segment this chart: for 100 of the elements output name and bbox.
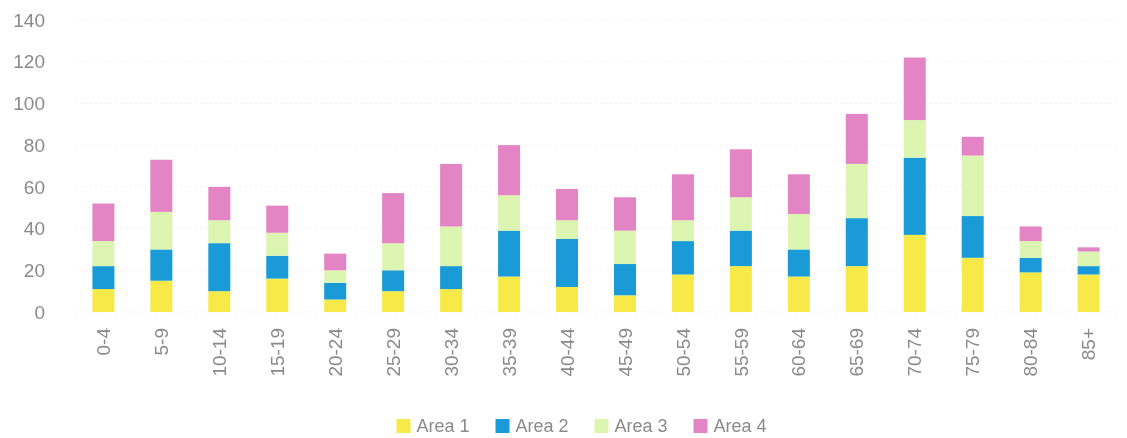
bar [498, 145, 521, 196]
bar [903, 234, 926, 312]
bar [208, 243, 231, 292]
bar [961, 216, 984, 258]
bar [208, 186, 231, 221]
bar [729, 197, 752, 231]
bar [556, 286, 579, 312]
y-tick-label: 0 [34, 301, 45, 323]
bar [556, 239, 579, 287]
bar [845, 163, 868, 219]
bar [382, 270, 405, 292]
x-tick-label: 70-74 [904, 327, 926, 377]
bar [961, 257, 984, 312]
bar [613, 295, 636, 312]
bar [382, 193, 405, 244]
y-tick-label: 80 [23, 134, 45, 156]
bar [671, 220, 694, 242]
bar [266, 232, 289, 256]
bar [498, 195, 521, 231]
x-tick-label: 50-54 [672, 327, 694, 377]
bar [498, 276, 521, 312]
bar [613, 264, 636, 296]
bar [845, 266, 868, 312]
bar [613, 197, 636, 231]
bar [324, 282, 347, 300]
bar [324, 299, 347, 312]
bar [382, 291, 405, 312]
x-tick-label: 25-29 [382, 328, 404, 377]
bar [787, 174, 810, 214]
bar [208, 220, 231, 244]
bar [903, 120, 926, 158]
bar [1019, 226, 1042, 242]
x-tick-label: 60-64 [788, 327, 810, 377]
bar [92, 289, 115, 312]
x-tick-label: 0-4 [93, 327, 115, 356]
bar [1019, 257, 1042, 273]
y-tick-label: 140 [13, 9, 45, 31]
y-tick-label: 20 [23, 259, 45, 281]
bar [382, 243, 405, 271]
bar [903, 157, 926, 235]
x-tick-label: 65-69 [846, 328, 868, 377]
bar [266, 278, 289, 312]
bar [150, 280, 173, 312]
bar [671, 174, 694, 221]
x-tick-label: 35-39 [498, 328, 520, 377]
x-tick-label: 15-19 [266, 328, 288, 377]
x-tick-label: 20-24 [324, 327, 346, 377]
y-tick-label: 100 [13, 93, 45, 115]
bar [150, 249, 173, 281]
y-tick-label: 40 [23, 218, 45, 240]
legend-label: Area 2 [515, 416, 569, 437]
x-tick-label: 40-44 [556, 327, 578, 377]
bar [440, 226, 463, 267]
bar [324, 270, 347, 283]
bar [671, 241, 694, 275]
bar [787, 213, 810, 250]
bar [440, 289, 463, 312]
bar [961, 155, 984, 217]
bar [1077, 247, 1100, 252]
x-tick-label: 80-84 [1020, 327, 1042, 377]
legend-label: Area 3 [614, 416, 668, 437]
bar [729, 230, 752, 267]
bar [440, 266, 463, 290]
bar [208, 291, 231, 312]
y-tick-label: 120 [13, 51, 45, 73]
y-tick-label: 60 [23, 176, 45, 198]
bar [92, 203, 115, 242]
legend-label: Area 1 [416, 416, 470, 437]
legend-label: Area 4 [713, 416, 767, 437]
bar [613, 230, 636, 265]
bar [92, 266, 115, 290]
bar [324, 253, 347, 271]
x-tick-label: 55-59 [730, 328, 752, 377]
bar [1077, 266, 1100, 275]
bar [787, 249, 810, 277]
bar [961, 136, 984, 156]
bar [1019, 241, 1042, 258]
x-tick-label: 10-14 [208, 327, 230, 377]
bar [1019, 272, 1042, 312]
bar [266, 255, 289, 279]
x-tick-label: 5-9 [151, 328, 172, 356]
bar [498, 230, 521, 277]
x-tick-label: 85+ [1078, 328, 1100, 361]
bar [556, 188, 579, 221]
bar [150, 211, 173, 250]
bar [266, 205, 289, 233]
bar [903, 57, 926, 121]
bar [671, 274, 694, 312]
bar [92, 241, 115, 267]
bar [1077, 251, 1100, 267]
bar [729, 266, 752, 312]
bar [1077, 274, 1100, 312]
x-tick-label: 75-79 [962, 328, 984, 377]
bar [845, 113, 868, 164]
bar [150, 159, 173, 212]
bar [440, 163, 463, 227]
x-tick-label: 45-49 [614, 328, 636, 377]
bar [787, 276, 810, 312]
bar [845, 218, 868, 267]
x-tick-label: 30-34 [440, 327, 462, 377]
